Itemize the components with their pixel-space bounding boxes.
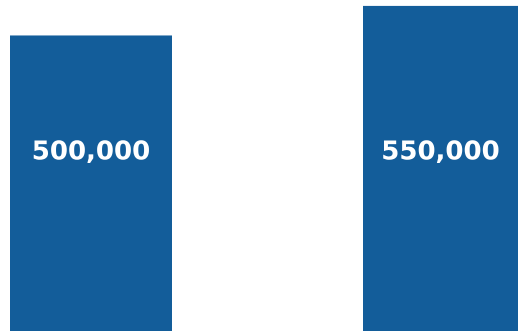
bars-group (10, 5, 518, 331)
bar-1 (10, 35, 172, 331)
bar-2 (363, 5, 518, 331)
bar-value-label-2: 550,000 (381, 137, 499, 167)
bar-value-label-1: 500,000 (32, 137, 150, 167)
data-labels-group: 500,000 550,000 (32, 137, 500, 167)
